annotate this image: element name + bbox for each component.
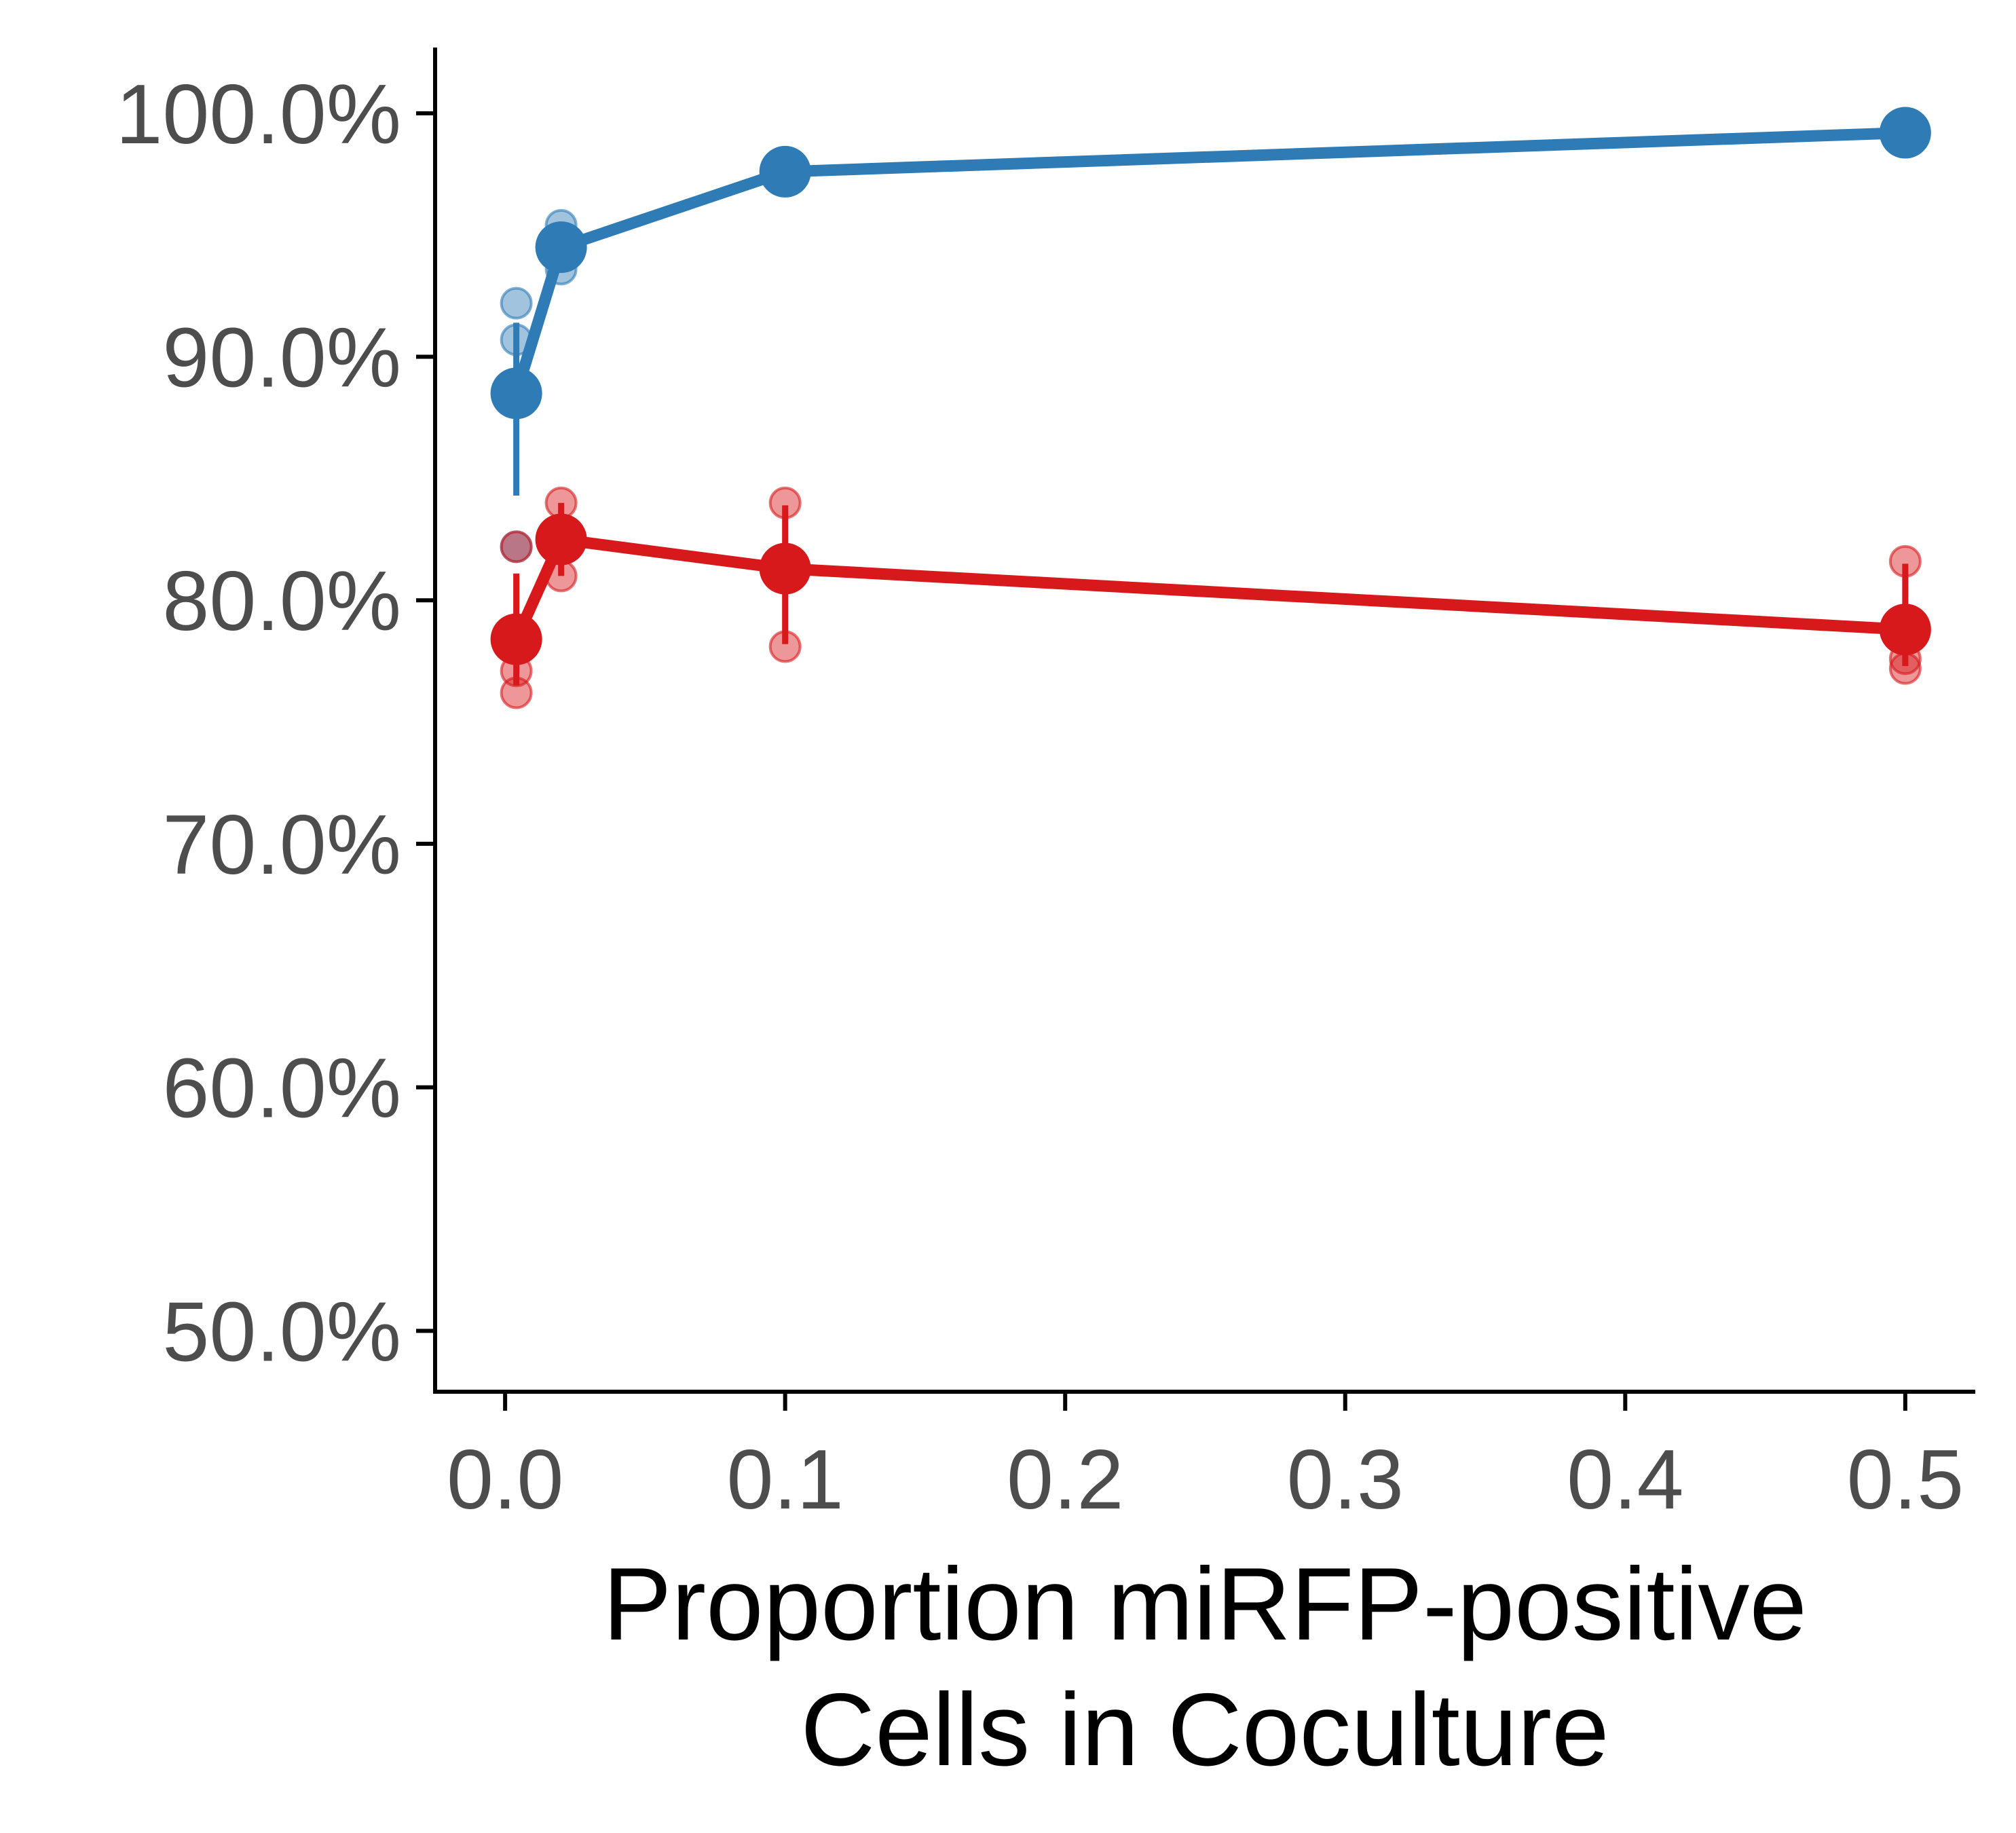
- series-1-mean-point-2: [759, 542, 811, 595]
- x-tick-label-4: 0.4: [1567, 1433, 1683, 1527]
- series-1-mean-point-1: [535, 513, 587, 566]
- series-0-line: [510, 127, 1911, 399]
- axes: 50.0% 60.0% 70.0% 80.0% 90.0% 100.0% 0.0 0.1 0.2…: [115, 48, 1975, 1527]
- y-tick-label-0: 50.0%: [162, 1285, 401, 1379]
- series-0-mean-point-2: [759, 145, 811, 198]
- x-tick-label-5: 0.5: [1847, 1433, 1964, 1527]
- series-0-mean-point-3: [1879, 107, 1931, 159]
- series-1-line: [510, 534, 1911, 646]
- y-tick-label-5: 100.0%: [115, 68, 401, 162]
- x-axis-title-line-2: Cells in Coculture: [800, 1672, 1609, 1788]
- series-0-mean-point-0: [490, 367, 542, 420]
- x-tick-label-1: 0.1: [726, 1433, 843, 1527]
- x-tick-label-2: 0.2: [1007, 1433, 1123, 1527]
- series-1-mean-point-0: [490, 613, 542, 665]
- x-tick-label-3: 0.3: [1287, 1433, 1404, 1527]
- series-0-replicate-point-0: [500, 286, 533, 320]
- series-0-mean-point-1: [535, 221, 587, 274]
- x-axis-title-line-1: Proportion miRFP-positive: [603, 1547, 1807, 1662]
- series-1-mean-point-3: [1879, 604, 1931, 656]
- y-tick-label-4: 90.0%: [162, 312, 401, 405]
- y-tick-label-3: 80.0%: [162, 555, 401, 648]
- y-tick-label-2: 70.0%: [162, 798, 401, 892]
- series-1-replicate-point-0: [500, 530, 533, 563]
- y-tick-label-1: 60.0%: [162, 1042, 401, 1136]
- x-tick-label-0: 0.0: [447, 1433, 563, 1527]
- plot-area: [490, 107, 1931, 709]
